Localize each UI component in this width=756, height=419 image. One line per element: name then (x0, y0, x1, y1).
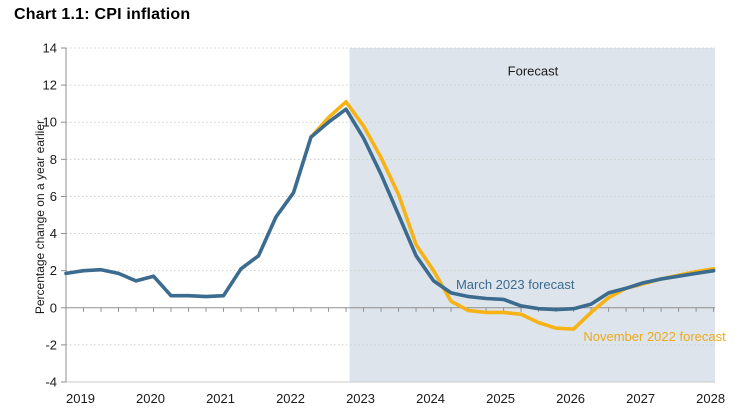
y-tick-label: -2 (45, 337, 57, 352)
y-tick-label: 2 (50, 263, 57, 278)
chart-title: Chart 1.1: CPI inflation (14, 6, 191, 23)
forecast-region (349, 48, 715, 382)
x-tick-label: 2027 (626, 391, 655, 406)
series-label-november-2022-forecast: November 2022 forecast (583, 329, 726, 344)
x-tick-label: 2026 (556, 391, 585, 406)
x-tick-label: 2021 (206, 391, 235, 406)
y-tick-label: 10 (43, 115, 57, 130)
x-tick-label: 2023 (346, 391, 375, 406)
y-tick-label: 4 (50, 226, 57, 241)
x-tick-label: 2022 (276, 391, 305, 406)
x-tick-label: 2020 (136, 391, 165, 406)
x-tick-label: 2019 (66, 391, 95, 406)
x-tick-label: 2024 (416, 391, 445, 406)
forecast-label: Forecast (508, 64, 559, 79)
x-tick-label: 2025 (486, 391, 515, 406)
series-label-march-2023-forecast: March 2023 forecast (456, 277, 575, 292)
y-tick-label: 8 (50, 152, 57, 167)
series-line-march-2023-forecast (64, 107, 716, 312)
y-tick-label: 14 (43, 41, 57, 56)
y-tick-label: 6 (50, 189, 57, 204)
y-tick-label: -4 (45, 375, 57, 390)
x-tick-label: 2028 (696, 391, 725, 406)
y-tick-label: 12 (43, 78, 57, 93)
y-tick-label: 0 (50, 300, 57, 315)
